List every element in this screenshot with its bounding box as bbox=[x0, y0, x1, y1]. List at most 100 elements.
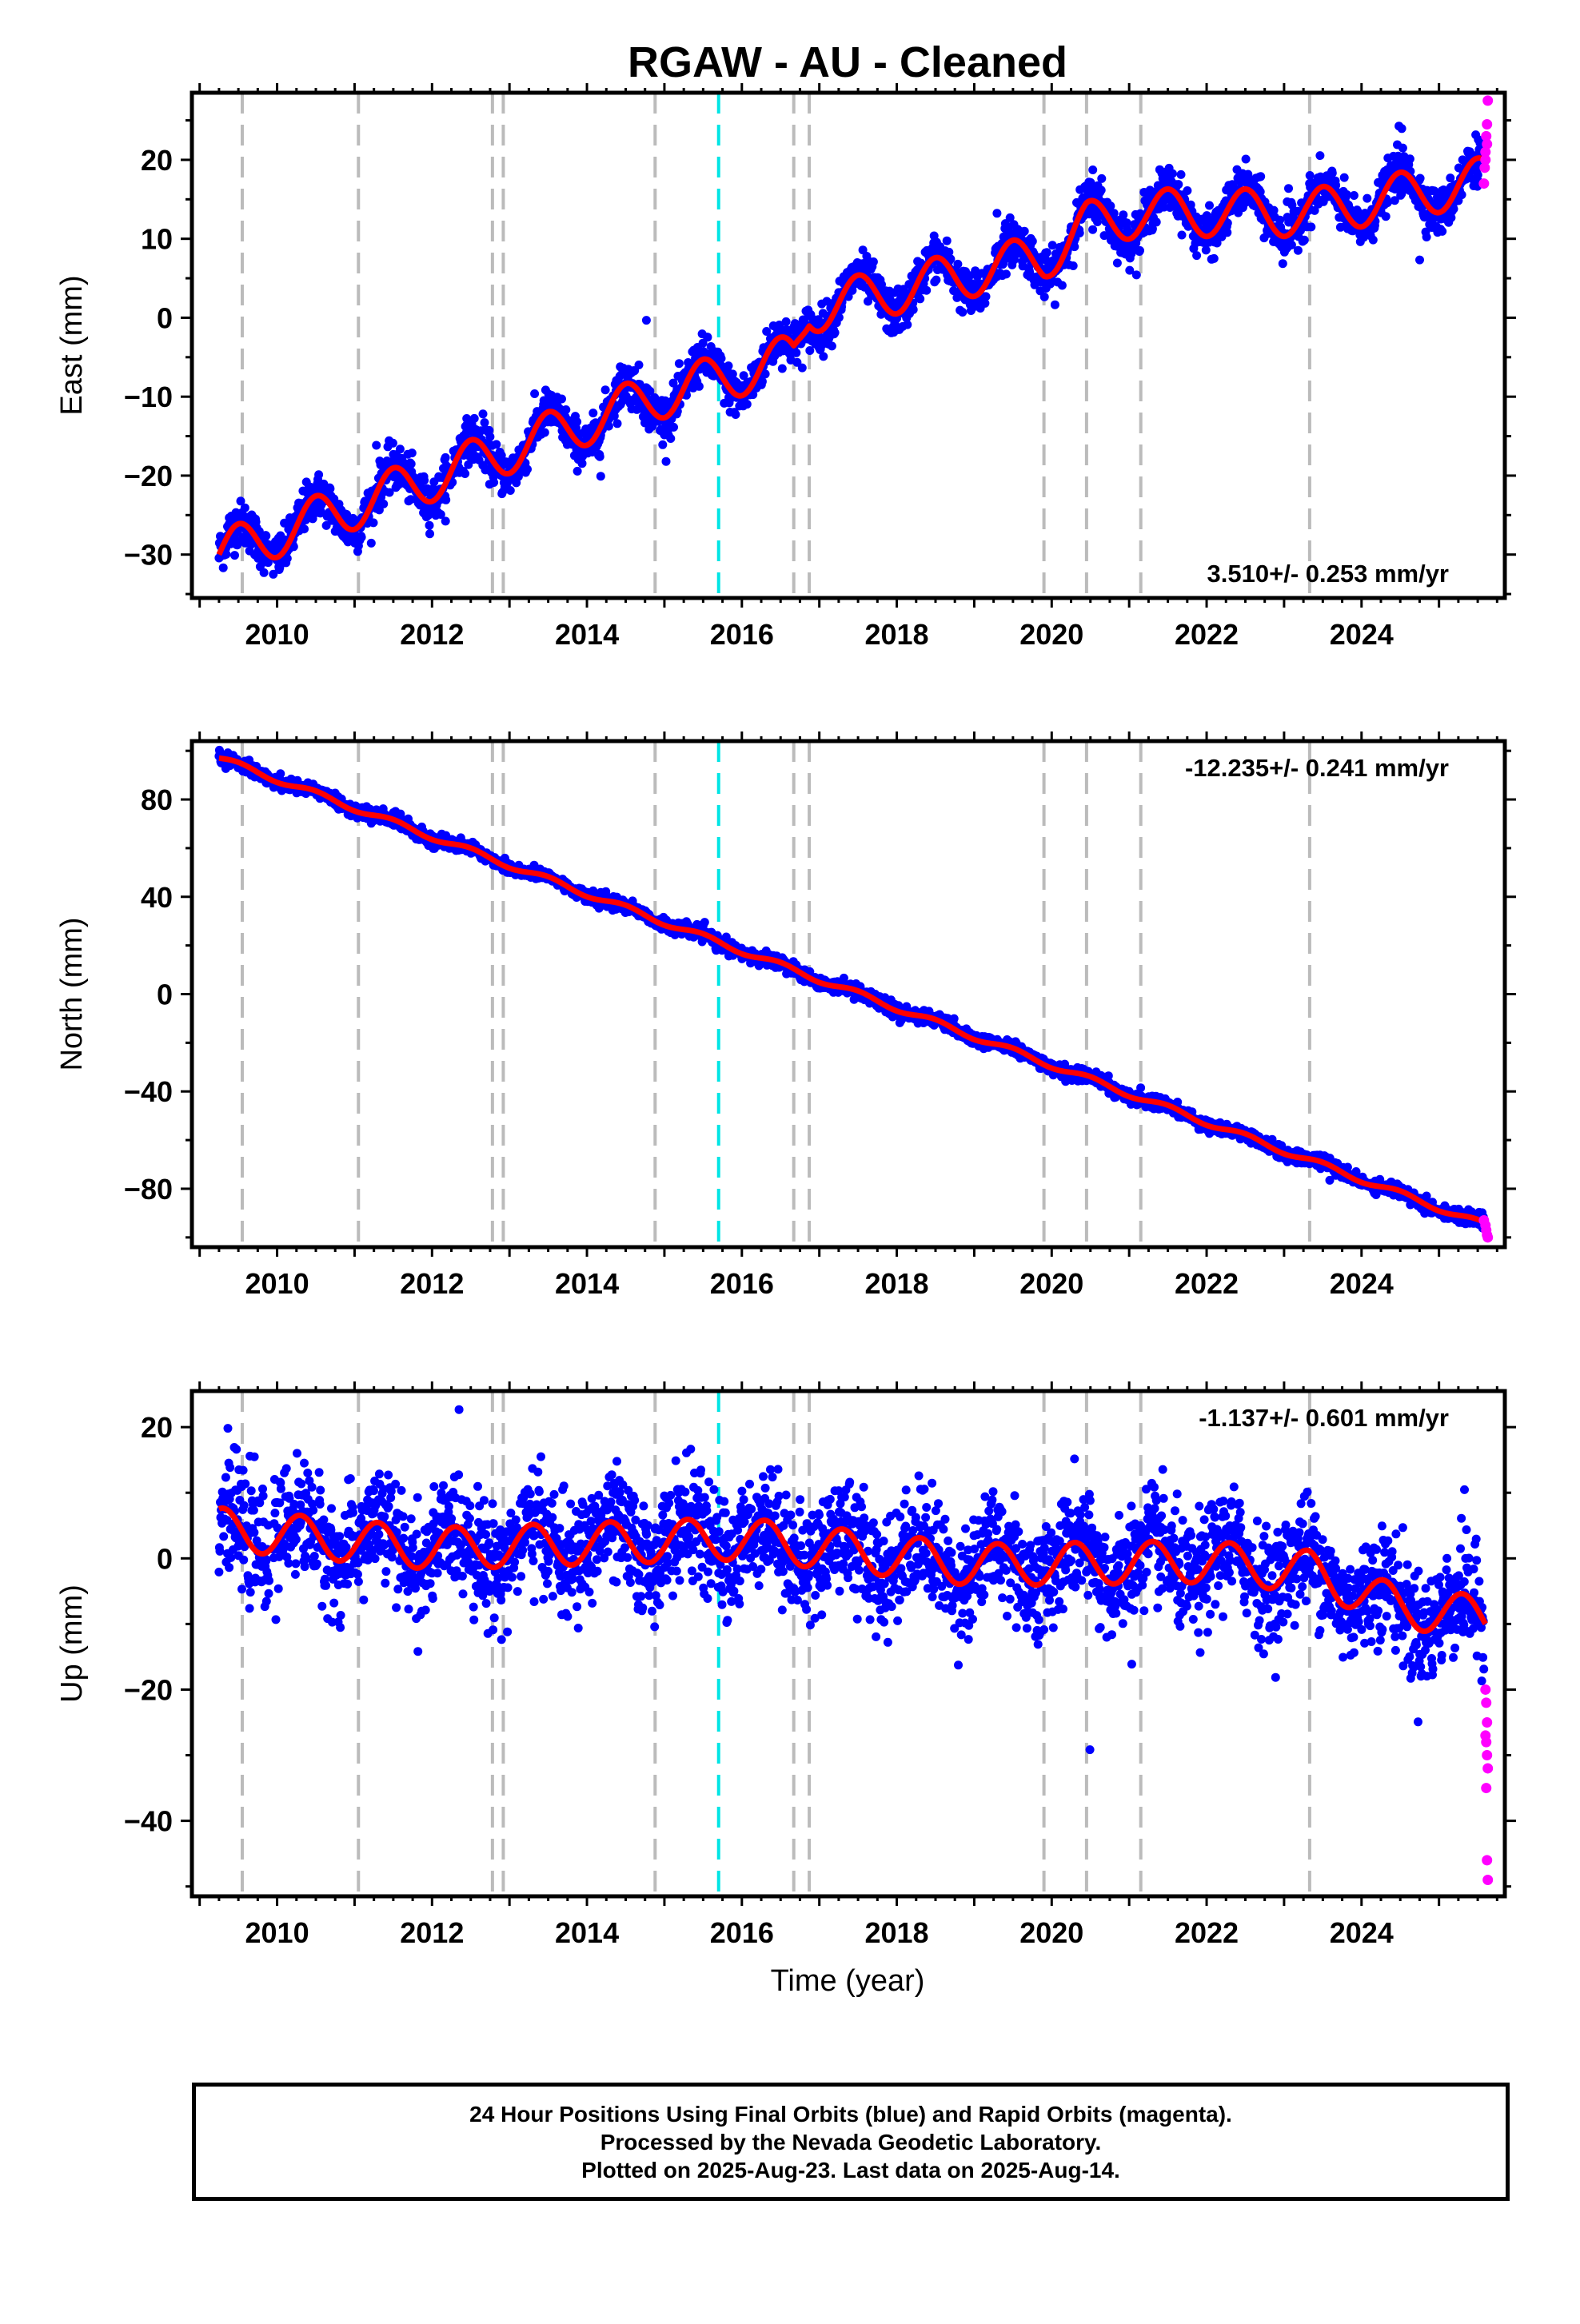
data-point bbox=[1328, 169, 1337, 177]
data-point bbox=[1132, 270, 1141, 279]
data-point bbox=[1051, 301, 1059, 309]
data-point bbox=[1069, 261, 1078, 270]
data-point bbox=[669, 423, 678, 432]
final-orbit-points bbox=[214, 122, 1488, 579]
data-point bbox=[441, 516, 450, 525]
rapid-point bbox=[1482, 119, 1492, 130]
data-point bbox=[1307, 222, 1315, 231]
data-point bbox=[1205, 201, 1214, 210]
data-point bbox=[485, 433, 494, 441]
y-tick-label: 10 bbox=[141, 223, 173, 256]
data-point bbox=[470, 414, 479, 423]
data-point bbox=[1088, 165, 1097, 174]
chart-title: RGAW - AU - Cleaned bbox=[628, 38, 1067, 86]
data-point bbox=[425, 529, 434, 538]
x-axis-label: Time (year) bbox=[771, 1964, 925, 1998]
data-point bbox=[407, 460, 416, 468]
plot-area bbox=[214, 93, 1493, 598]
data-point bbox=[276, 769, 285, 778]
data-point bbox=[441, 496, 450, 504]
data-point bbox=[635, 361, 644, 369]
data-point bbox=[379, 500, 388, 508]
data-point bbox=[353, 536, 362, 544]
data-point bbox=[1416, 174, 1425, 183]
data-point bbox=[903, 321, 912, 329]
data-point bbox=[724, 361, 733, 370]
y-tick-label: 0 bbox=[157, 301, 173, 334]
data-point bbox=[530, 389, 539, 398]
data-point bbox=[662, 457, 671, 466]
plot-frame bbox=[192, 93, 1505, 598]
data-point bbox=[943, 237, 952, 245]
data-point bbox=[260, 568, 269, 577]
data-point bbox=[1242, 155, 1251, 164]
data-point bbox=[219, 564, 228, 572]
data-point bbox=[831, 329, 840, 337]
data-point bbox=[819, 352, 828, 361]
data-point bbox=[916, 294, 924, 303]
data-point bbox=[1406, 154, 1414, 163]
data-point bbox=[869, 257, 878, 266]
data-point bbox=[1152, 217, 1161, 226]
data-point bbox=[1284, 184, 1293, 193]
data-point bbox=[261, 532, 270, 540]
data-point bbox=[372, 441, 381, 450]
data-point bbox=[367, 539, 376, 548]
rapid-point bbox=[1478, 178, 1489, 189]
data-point bbox=[1422, 233, 1431, 241]
data-point bbox=[573, 417, 581, 426]
data-point bbox=[782, 317, 791, 326]
data-point bbox=[241, 504, 249, 512]
data-point bbox=[415, 477, 424, 486]
data-point bbox=[953, 260, 962, 269]
data-point bbox=[932, 276, 940, 285]
data-point bbox=[489, 478, 498, 487]
data-point bbox=[675, 359, 684, 368]
data-point bbox=[1340, 173, 1349, 182]
data-point bbox=[492, 440, 501, 448]
data-point bbox=[642, 316, 651, 325]
x-tick-label: 2022 bbox=[1175, 618, 1239, 651]
data-point bbox=[1192, 251, 1201, 260]
data-point bbox=[1097, 185, 1106, 194]
data-point bbox=[909, 305, 918, 314]
data-point bbox=[1097, 174, 1106, 183]
data-point bbox=[461, 469, 469, 478]
data-point bbox=[1315, 151, 1324, 160]
data-point bbox=[1382, 212, 1390, 221]
data-point bbox=[695, 382, 704, 391]
data-point bbox=[1438, 227, 1446, 236]
data-point bbox=[506, 486, 515, 495]
y-tick-label: 20 bbox=[141, 144, 173, 177]
data-point bbox=[1210, 254, 1219, 263]
data-point bbox=[778, 365, 787, 373]
data-point bbox=[922, 286, 931, 295]
data-point bbox=[1168, 169, 1177, 178]
plot-area bbox=[214, 741, 1493, 1247]
data-point bbox=[828, 341, 836, 350]
data-point bbox=[1279, 259, 1287, 268]
data-point bbox=[1043, 248, 1051, 257]
data-point bbox=[596, 472, 605, 480]
data-point bbox=[589, 409, 597, 417]
data-point bbox=[1415, 256, 1424, 265]
data-point bbox=[601, 385, 610, 394]
rapid-point bbox=[1480, 154, 1490, 165]
data-point bbox=[700, 918, 709, 927]
data-point bbox=[1294, 246, 1303, 255]
data-point bbox=[596, 452, 604, 461]
velocity-label: 3.510+/- 0.253 mm/yr bbox=[1207, 560, 1449, 588]
x-tick-label: 2016 bbox=[710, 618, 774, 651]
data-point bbox=[704, 333, 712, 341]
data-point bbox=[408, 448, 417, 457]
x-tick-label: 2012 bbox=[400, 618, 464, 651]
data-point bbox=[1020, 227, 1029, 236]
data-point bbox=[459, 432, 468, 440]
data-point bbox=[396, 444, 405, 453]
data-point bbox=[389, 439, 397, 448]
data-point bbox=[1256, 172, 1265, 181]
data-point bbox=[992, 209, 1001, 217]
data-point bbox=[666, 434, 675, 443]
